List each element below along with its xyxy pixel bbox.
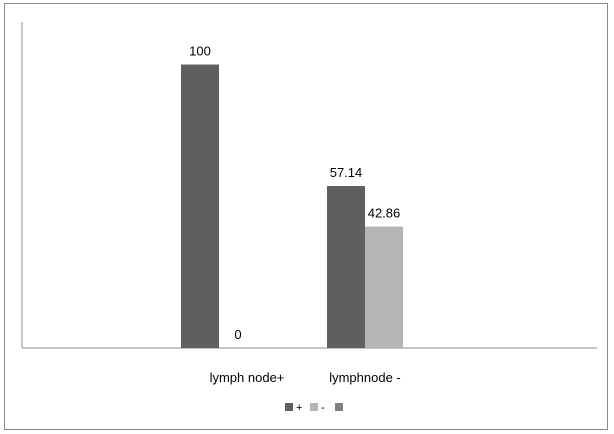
chart-frame: [4, 3, 608, 430]
plot-area: 100 0 57.14 42.86 lymph node+ lymphnode -: [21, 22, 597, 385]
legend-swatch-3: [335, 403, 343, 411]
data-label-minus-1: 0: [234, 327, 241, 342]
x-tick-label-2: lymphnode -: [329, 370, 401, 385]
bar-plus-1: [181, 64, 219, 349]
legend: + -: [285, 402, 343, 414]
legend-label-1: +: [296, 402, 302, 414]
legend-swatch-1: [285, 403, 293, 411]
data-label-minus-2: 42.86: [368, 206, 401, 221]
x-tick-label-1: lymph node+: [210, 370, 285, 385]
legend-swatch-2: [310, 403, 318, 411]
data-label-plus-2: 57.14: [330, 165, 363, 180]
data-label-plus-1: 100: [189, 44, 211, 59]
bar-minus-2: [365, 226, 403, 348]
bar-plus-2: [327, 186, 365, 348]
legend-label-2: -: [321, 402, 325, 414]
